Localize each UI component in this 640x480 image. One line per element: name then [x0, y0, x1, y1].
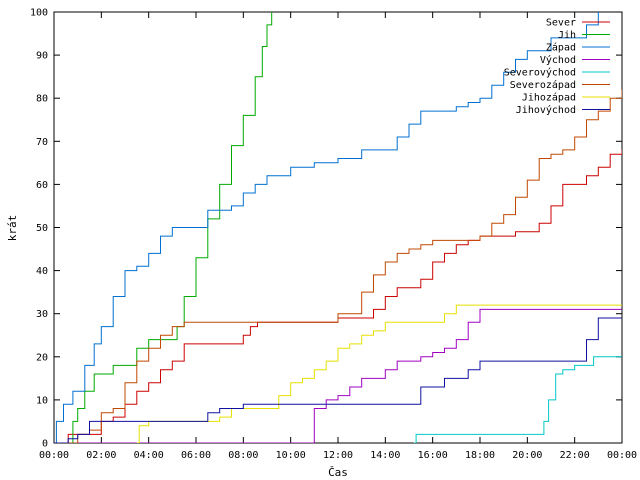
series-line-0	[54, 149, 622, 443]
legend-label: Severozápad	[510, 79, 576, 91]
x-tick-label: 12:00	[323, 450, 353, 461]
x-tick-label: 16:00	[418, 450, 448, 461]
x-tick-label: 22:00	[560, 450, 590, 461]
legend-label: Jih	[558, 30, 576, 41]
legend-label: Jihozápad	[522, 92, 576, 104]
x-axis-ticks: 00:00 02:00 04:00 06:00 08:00 10:00 12:00 14:00…	[39, 12, 637, 461]
x-tick-label: 08:00	[228, 450, 258, 461]
y-tick-label: 60	[36, 180, 48, 191]
series-line-3	[54, 308, 622, 443]
y-tick-label: 20	[36, 352, 48, 363]
x-axis-title: Čas	[328, 466, 348, 479]
series-line-2	[54, 12, 599, 443]
x-tick-label: 06:00	[181, 450, 211, 461]
legend: SeverJihZápadVýchodSeverovýchodSeverozáp…	[504, 18, 610, 116]
y-tick-label: 0	[42, 439, 48, 450]
y-tick-label: 50	[36, 223, 48, 234]
legend-label: Východ	[540, 54, 576, 66]
x-tick-label: 18:00	[465, 450, 495, 461]
y-tick-label: 40	[36, 266, 48, 277]
y-tick-label: 100	[30, 8, 48, 19]
series-line-4	[413, 356, 622, 443]
series-lines	[54, 12, 622, 443]
x-tick-label: 04:00	[134, 450, 164, 461]
series-line-6	[136, 304, 622, 443]
x-tick-label: 00:00	[607, 450, 637, 461]
y-tick-label: 80	[36, 94, 48, 105]
legend-label: Sever	[546, 18, 576, 29]
series-line-5	[54, 89, 622, 443]
series-line-1	[54, 12, 273, 443]
legend-label: Jihovýchod	[516, 104, 576, 116]
legend-label: Západ	[546, 42, 576, 54]
x-tick-label: 20:00	[512, 450, 542, 461]
y-tick-label: 90	[36, 51, 48, 62]
x-tick-label: 14:00	[370, 450, 400, 461]
legend-label: Severovýchod	[504, 67, 576, 79]
y-tick-label: 70	[36, 137, 48, 148]
x-tick-label: 10:00	[276, 450, 306, 461]
x-tick-label: 00:00	[39, 450, 69, 461]
series-line-7	[54, 317, 622, 443]
x-tick-label: 02:00	[86, 450, 116, 461]
y-tick-label: 10	[36, 395, 48, 406]
y-axis-title: krát	[6, 215, 19, 242]
y-tick-label: 30	[36, 309, 48, 320]
